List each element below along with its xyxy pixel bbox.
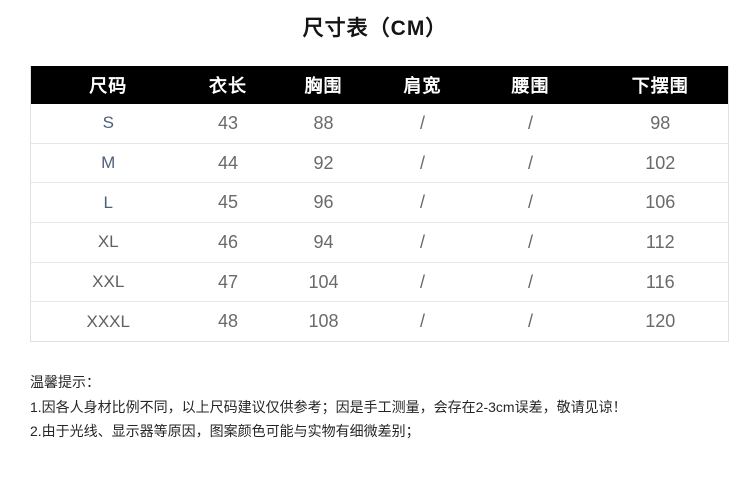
column-header-length: 衣长 (185, 66, 271, 104)
value-cell-hem: 102 (592, 143, 729, 184)
size-table-header: 尺码 衣长 胸围 肩宽 腰围 下摆围 (30, 66, 729, 104)
value-cell-length: 44 (185, 143, 271, 184)
table-row: XXL 47 104 / / 116 (30, 262, 729, 303)
value-cell-length: 45 (185, 182, 271, 224)
value-cell-hem: 106 (592, 182, 729, 224)
column-header-bust: 胸围 (270, 66, 377, 104)
value-cell-shoulder: / (376, 262, 469, 303)
value-cell-length: 43 (185, 104, 271, 144)
notes-section: 温馨提示： 1.因各人身材比例不同，以上尺码建议仅供参考；因是手工测量，会存在2… (30, 370, 730, 444)
value-cell-hem: 116 (592, 262, 729, 303)
column-header-waist: 腰围 (468, 66, 593, 104)
value-cell-waist: / (468, 301, 593, 342)
header-row: 尺码 衣长 胸围 肩宽 腰围 下摆围 (30, 66, 729, 104)
value-cell-waist: / (468, 143, 593, 184)
size-cell: L (30, 182, 186, 224)
size-table: 尺码 衣长 胸围 肩宽 腰围 下摆围 S 43 88 / / 98 M 44 9… (30, 66, 729, 343)
value-cell-shoulder: / (376, 182, 469, 224)
size-cell: XXXL (30, 301, 186, 342)
size-table-body: S 43 88 / / 98 M 44 92 / / 102 L 45 96 /… (30, 104, 729, 342)
value-cell-waist: / (468, 222, 593, 263)
size-cell: XL (30, 222, 186, 263)
size-cell: XXL (30, 262, 186, 303)
value-cell-bust: 94 (270, 222, 377, 263)
value-cell-bust: 92 (270, 143, 377, 184)
note-line-1: 1.因各人身材比例不同，以上尺码建议仅供参考；因是手工测量，会存在2-3cm误差… (30, 398, 627, 415)
value-cell-waist: / (468, 262, 593, 303)
value-cell-length: 48 (185, 301, 271, 342)
value-cell-bust: 104 (270, 262, 377, 303)
column-header-hem: 下摆围 (592, 66, 729, 104)
table-row: XXXL 48 108 / / 120 (30, 301, 729, 342)
value-cell-bust: 96 (270, 182, 377, 224)
value-cell-bust: 88 (270, 104, 377, 144)
value-cell-length: 47 (185, 262, 271, 303)
table-row: S 43 88 / / 98 (30, 104, 729, 144)
value-cell-shoulder: / (376, 222, 469, 263)
value-cell-hem: 98 (592, 104, 729, 144)
value-cell-waist: / (468, 182, 593, 224)
value-cell-shoulder: / (376, 301, 469, 342)
table-row: M 44 92 / / 102 (30, 143, 729, 184)
value-cell-shoulder: / (376, 143, 469, 184)
note-line-2: 2.由于光线、显示器等原因，图案颜色可能与实物有细微差别； (30, 423, 420, 439)
table-row: XL 46 94 / / 112 (30, 222, 729, 263)
value-cell-bust: 108 (270, 301, 377, 342)
value-cell-hem: 112 (592, 222, 729, 263)
size-cell: S (30, 104, 186, 144)
page-title: 尺寸表（CM） (302, 17, 448, 40)
table-row: L 45 96 / / 106 (30, 182, 729, 224)
column-header-size: 尺码 (30, 66, 186, 104)
size-cell: M (30, 143, 186, 184)
value-cell-hem: 120 (592, 301, 729, 342)
notes-heading: 温馨提示： (30, 374, 100, 390)
value-cell-shoulder: / (376, 104, 469, 144)
value-cell-waist: / (468, 104, 593, 144)
column-header-shoulder: 肩宽 (376, 66, 469, 104)
value-cell-length: 46 (185, 222, 271, 263)
